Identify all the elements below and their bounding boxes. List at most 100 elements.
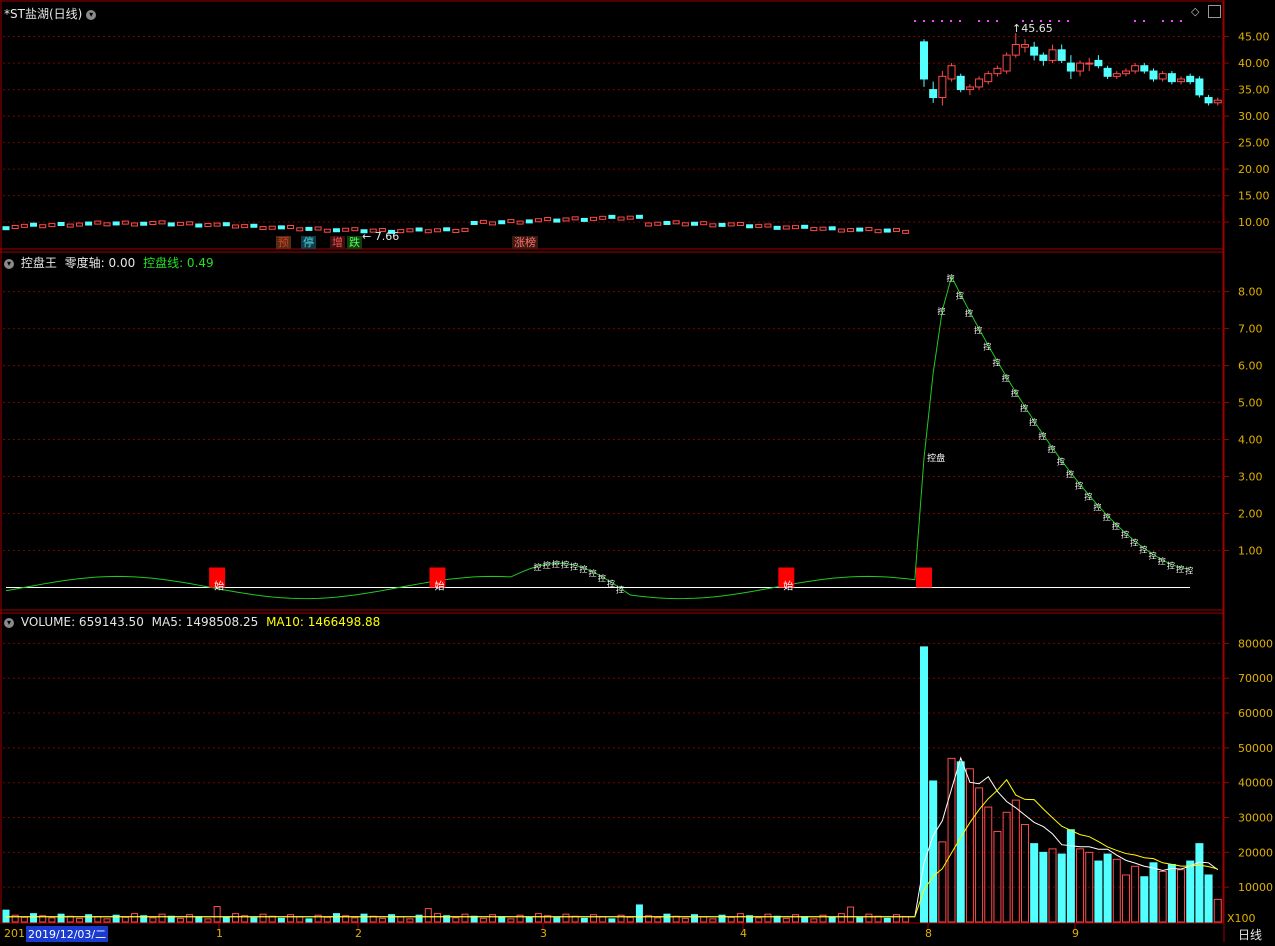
volume-dropdown-icon[interactable]: ▾ xyxy=(4,617,14,628)
cursor-date[interactable]: 2019/12/03/二 xyxy=(26,926,109,942)
volume-bar xyxy=(617,914,625,923)
pre-halt-candle xyxy=(773,225,781,230)
pre-halt-candle xyxy=(388,229,396,234)
volume-bar xyxy=(1103,853,1112,923)
month-label-1: 1 xyxy=(216,927,223,940)
volume-bar xyxy=(746,915,754,923)
tag-die[interactable]: 跌 xyxy=(347,236,362,249)
candle-body xyxy=(1158,73,1167,80)
ma10-line xyxy=(6,778,1218,918)
volume-bar xyxy=(562,913,570,923)
volume-bar xyxy=(1149,862,1158,923)
volume-bar xyxy=(66,915,74,923)
volume-bar xyxy=(250,917,258,923)
tag-ting[interactable]: 停 xyxy=(301,236,316,249)
maximize-icon[interactable] xyxy=(1208,5,1221,18)
volume-bar xyxy=(1020,823,1029,923)
candle-body xyxy=(1094,59,1103,67)
volume-bar xyxy=(332,913,340,923)
control-marker: 控 xyxy=(1185,565,1193,575)
pre-halt-candle xyxy=(828,226,836,231)
volume-bar xyxy=(39,915,47,923)
pre-halt-candle xyxy=(342,227,350,232)
volume-bar xyxy=(755,917,763,923)
volume-bar xyxy=(470,915,478,923)
pre-halt-candle xyxy=(764,223,772,228)
signal-dot xyxy=(1031,20,1033,22)
indicator-dropdown-icon[interactable]: ▾ xyxy=(4,258,14,269)
pre-halt-candle xyxy=(892,227,900,232)
signal-dot xyxy=(978,20,980,22)
pre-halt-candle xyxy=(433,228,441,233)
indicator-name: 控盘王 xyxy=(20,256,57,270)
control-marker: 控 xyxy=(589,568,597,578)
pre-halt-candle xyxy=(241,224,249,229)
pre-halt-candle xyxy=(424,229,432,234)
pre-halt-candle xyxy=(516,220,524,225)
pre-halt-candle xyxy=(746,224,754,229)
volume-header: ▾ VOLUME: 659143.50 MA5: 1498508.25 MA10… xyxy=(4,615,380,629)
pre-halt-candle xyxy=(654,221,662,226)
pre-halt-candle xyxy=(378,227,386,232)
signal-dot xyxy=(1171,20,1173,22)
pre-halt-candle xyxy=(323,228,331,233)
volume-ma10-label: MA10: 1466498.88 xyxy=(266,615,381,629)
control-marker: 控 xyxy=(570,561,578,571)
tag-yu[interactable]: 预 xyxy=(276,236,291,249)
volume-ma5-label: MA5: 1498508.25 xyxy=(151,615,259,629)
volume-layer xyxy=(2,646,1222,923)
volume-bar xyxy=(461,913,469,923)
volume-bar xyxy=(1158,871,1167,923)
volume-tick-label: 80000 xyxy=(1238,637,1273,650)
period-label[interactable]: 日线 xyxy=(1238,928,1263,942)
pre-halt-candle xyxy=(580,217,588,222)
volume-bar xyxy=(791,914,799,923)
candle-body xyxy=(1186,75,1195,83)
control-marker: 控 xyxy=(1158,556,1166,566)
volume-bar xyxy=(176,917,184,923)
pre-halt-candle xyxy=(360,229,368,234)
control-marker: 控 xyxy=(974,325,982,335)
control-marker: 控 xyxy=(543,560,551,570)
control-marker: 控 xyxy=(1011,388,1019,398)
tag-zeng-text: 增 xyxy=(332,236,343,249)
pre-halt-candle xyxy=(837,228,845,233)
volume-bar xyxy=(1085,851,1094,923)
pre-halt-candle xyxy=(544,217,552,222)
tag-zeng[interactable]: 增 xyxy=(330,236,345,249)
price-tick-label: 15.00 xyxy=(1238,190,1270,203)
volume-bar xyxy=(369,915,377,923)
pre-halt-candle xyxy=(277,225,285,230)
candle-body xyxy=(1085,62,1094,65)
candle-body xyxy=(1177,78,1186,83)
volume-bar xyxy=(287,914,295,923)
start-marker xyxy=(429,567,446,588)
pre-halt-candle xyxy=(663,220,671,225)
price-tick-label: 25.00 xyxy=(1238,137,1270,150)
tag-yu-text: 预 xyxy=(278,236,289,249)
volume-bar xyxy=(48,917,56,923)
signal-dot xyxy=(959,20,961,22)
pre-halt-candle xyxy=(268,225,276,230)
pre-halt-candle xyxy=(599,215,607,220)
diamond-icon[interactable]: ◇ xyxy=(1191,5,1200,18)
control-line xyxy=(5,275,1191,600)
pre-halt-candle xyxy=(608,214,616,219)
control-marker: 控 xyxy=(1121,530,1129,540)
axis-layer: 45.00 40.00 35.00 30.00 25.00 20.00 15.00 10.00… xyxy=(218,31,1273,930)
tag-zhangbang[interactable]: 涨榜 xyxy=(512,236,538,249)
price-tick-label: 40.00 xyxy=(1238,57,1270,70)
price-tick-label: 30.00 xyxy=(1238,110,1270,123)
pre-halt-candle xyxy=(20,223,28,228)
volume-bar xyxy=(360,913,368,923)
pre-halt-candle xyxy=(718,222,726,227)
volume-bar xyxy=(810,918,818,923)
volume-bar xyxy=(938,841,947,923)
low-price-marker: ← 7.66 xyxy=(362,230,400,243)
volume-bar xyxy=(323,916,331,923)
control-marker: 控 xyxy=(579,564,587,574)
title-dropdown-icon[interactable]: ▾ xyxy=(86,9,97,20)
candle-body xyxy=(1103,67,1112,77)
candle-body xyxy=(984,73,993,83)
control-marker: 控 xyxy=(1176,564,1184,574)
